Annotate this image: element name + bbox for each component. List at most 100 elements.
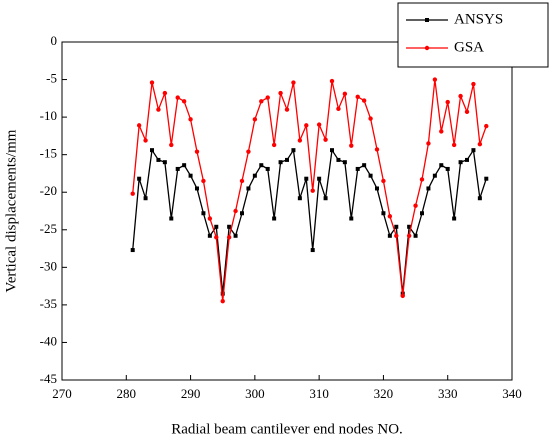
y-axis-title: Vertical displacements/mm <box>3 129 19 292</box>
point <box>336 106 341 112</box>
point <box>169 142 174 148</box>
point <box>374 147 380 152</box>
point <box>349 216 354 221</box>
point <box>156 157 161 162</box>
point <box>400 293 405 299</box>
point <box>484 123 489 129</box>
point <box>252 173 257 178</box>
point <box>465 157 469 162</box>
point <box>195 186 199 191</box>
point <box>175 166 180 171</box>
point <box>271 142 277 148</box>
point <box>201 178 206 184</box>
point <box>310 188 315 193</box>
point <box>445 166 450 171</box>
point <box>355 166 360 171</box>
series-line <box>132 79 487 302</box>
point <box>201 211 206 216</box>
point <box>233 208 238 214</box>
point <box>342 91 348 97</box>
point <box>304 123 309 128</box>
point <box>317 176 322 181</box>
point <box>420 211 424 216</box>
point <box>188 173 193 178</box>
point <box>394 233 399 238</box>
point <box>291 80 296 85</box>
point <box>484 176 489 181</box>
y-tick-label: -45 <box>40 371 57 386</box>
point <box>304 176 309 181</box>
legend-box <box>397 2 549 68</box>
y-tick-label: -5 <box>46 71 57 86</box>
point <box>149 80 155 85</box>
point <box>220 291 225 296</box>
point <box>162 160 167 165</box>
point <box>156 107 161 112</box>
x-tick-label: 330 <box>438 386 458 401</box>
point <box>336 157 341 162</box>
point <box>323 196 328 201</box>
point <box>445 99 450 105</box>
point <box>426 141 431 146</box>
point <box>432 77 438 82</box>
x-axis-title: Radial beam cantilever end nodes NO. <box>171 421 403 437</box>
x-tick-label: 300 <box>245 386 265 401</box>
point <box>207 233 212 238</box>
point <box>285 157 289 162</box>
point <box>310 248 315 253</box>
point <box>464 109 470 115</box>
y-tick-label: -15 <box>40 146 57 161</box>
point <box>342 160 347 165</box>
point <box>471 148 476 153</box>
legend-marker <box>424 45 430 51</box>
point <box>439 129 444 134</box>
point <box>233 233 238 238</box>
point <box>439 163 444 168</box>
point <box>407 224 412 229</box>
point <box>426 186 431 191</box>
point <box>246 186 251 191</box>
point <box>419 177 425 182</box>
point <box>284 107 290 112</box>
point <box>362 163 367 168</box>
point <box>175 95 180 100</box>
point <box>394 224 399 229</box>
point <box>381 211 386 216</box>
point <box>194 149 200 154</box>
point <box>471 81 476 87</box>
y-tick-label: -30 <box>40 258 57 273</box>
point <box>136 123 142 128</box>
point <box>181 99 187 104</box>
point <box>297 138 303 143</box>
point <box>214 235 219 240</box>
point <box>477 141 483 147</box>
point <box>182 163 187 168</box>
point <box>130 248 135 253</box>
point <box>477 196 482 201</box>
y-tick-label: -20 <box>40 183 57 198</box>
point <box>330 148 334 153</box>
point <box>169 216 174 221</box>
point <box>349 143 354 148</box>
point <box>259 99 264 104</box>
point <box>278 160 283 165</box>
x-tick-label: 290 <box>181 386 201 401</box>
point <box>297 196 302 201</box>
point <box>387 214 393 219</box>
plot-frame <box>61 41 513 381</box>
point <box>240 211 244 216</box>
point <box>323 137 328 142</box>
x-tick-label: 340 <box>502 386 522 401</box>
series-line <box>132 148 487 294</box>
point <box>162 90 168 96</box>
point <box>432 173 437 178</box>
x-tick-label: 280 <box>117 386 137 401</box>
legend-label: ANSYS <box>454 11 503 27</box>
point <box>451 142 457 148</box>
point <box>207 216 213 221</box>
y-tick-label: 0 <box>51 33 58 48</box>
y-tick-label: -35 <box>40 296 57 311</box>
point <box>355 94 360 100</box>
point <box>227 224 232 229</box>
point <box>252 117 258 122</box>
